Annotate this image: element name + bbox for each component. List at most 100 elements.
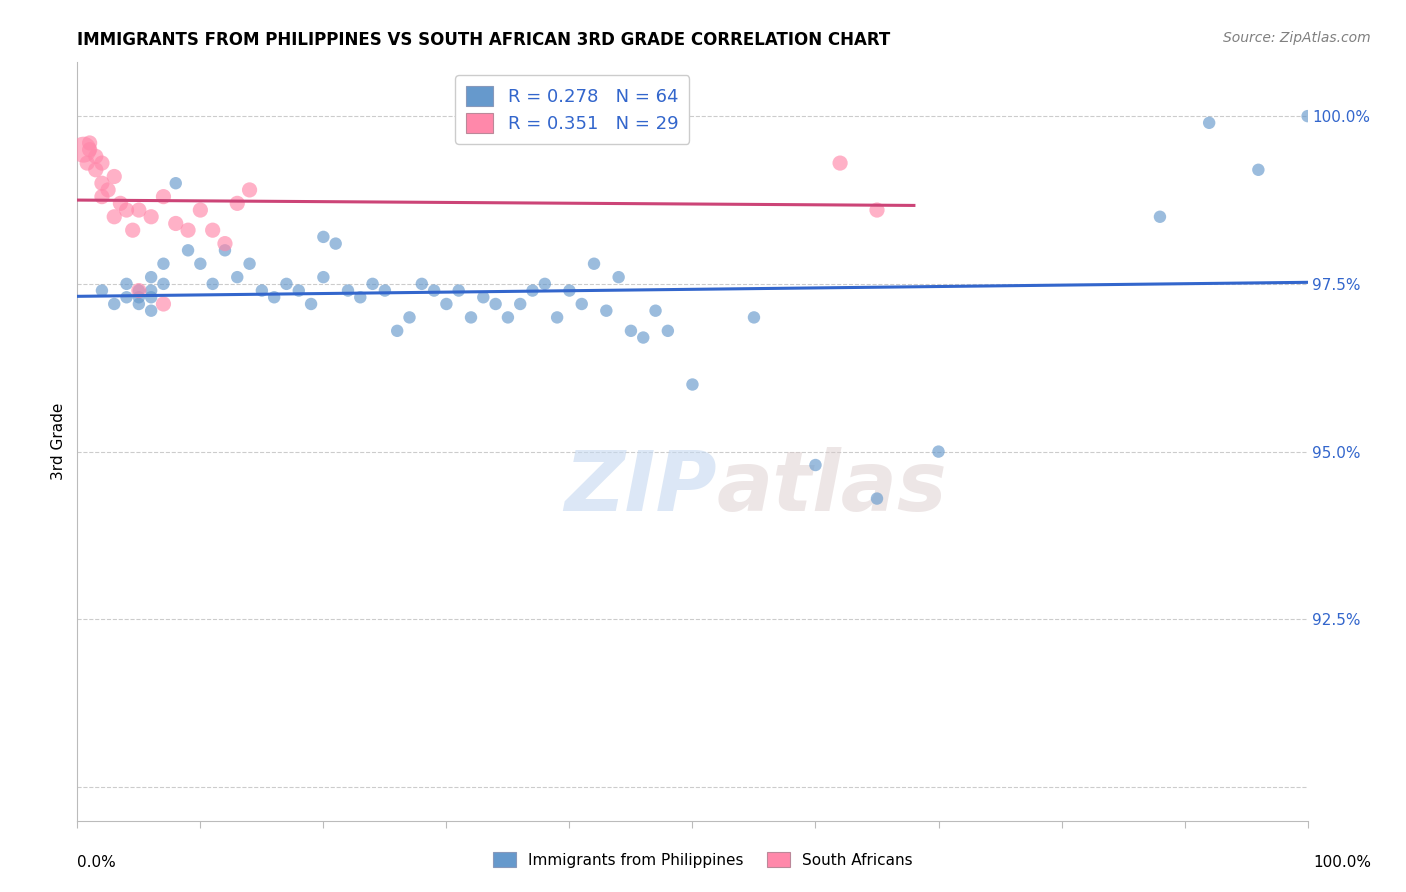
Point [90, 284, 114, 298]
Point [1247, 162, 1270, 177]
Point [571, 297, 593, 311]
Text: Source: ZipAtlas.com: Source: ZipAtlas.com [1223, 31, 1371, 45]
Point [84, 149, 107, 163]
Point [188, 202, 212, 217]
Point [177, 244, 200, 258]
Point [103, 210, 125, 224]
Point [97, 183, 120, 197]
Point [288, 284, 311, 298]
Point [141, 290, 163, 304]
Point [436, 297, 458, 311]
Legend: Immigrants from Philippines, South Africans: Immigrants from Philippines, South Afric… [488, 846, 918, 873]
Point [263, 290, 285, 304]
Point [226, 270, 249, 285]
Point [682, 377, 704, 392]
Point [79, 143, 101, 157]
Point [546, 310, 568, 325]
Text: atlas: atlas [717, 447, 948, 527]
Point [152, 189, 174, 203]
Point [866, 491, 889, 506]
Point [633, 330, 655, 344]
Point [460, 310, 482, 325]
Point [485, 297, 508, 311]
Point [337, 284, 360, 298]
Point [830, 156, 852, 170]
Point [141, 303, 163, 318]
Point [595, 303, 617, 318]
Point [620, 324, 643, 338]
Point [522, 284, 544, 298]
Point [349, 290, 371, 304]
Text: IMMIGRANTS FROM PHILIPPINES VS SOUTH AFRICAN 3RD GRADE CORRELATION CHART: IMMIGRANTS FROM PHILIPPINES VS SOUTH AFR… [77, 31, 890, 49]
Point [644, 303, 666, 318]
Point [804, 458, 827, 472]
Point [110, 196, 132, 211]
Point [447, 284, 470, 298]
Point [239, 257, 262, 271]
Point [141, 270, 163, 285]
Y-axis label: 3rd Grade: 3rd Grade [51, 403, 66, 480]
Point [496, 310, 519, 325]
Point [214, 244, 236, 258]
Point [76, 156, 98, 170]
Point [657, 324, 679, 338]
Point [276, 277, 298, 291]
Text: ZIP: ZIP [564, 447, 717, 527]
Point [1149, 210, 1171, 224]
Point [239, 183, 262, 197]
Point [866, 202, 889, 217]
Point [1198, 116, 1220, 130]
Point [398, 310, 420, 325]
Point [607, 270, 630, 285]
Point [128, 297, 150, 311]
Point [312, 270, 335, 285]
Point [128, 290, 150, 304]
Point [115, 290, 138, 304]
Point [226, 196, 249, 211]
Point [299, 297, 322, 311]
Point [103, 297, 125, 311]
Point [115, 277, 138, 291]
Point [103, 169, 125, 184]
Point [509, 297, 531, 311]
Point [128, 284, 150, 298]
Point [928, 444, 950, 458]
Point [385, 324, 409, 338]
Point [152, 297, 174, 311]
Point [177, 223, 200, 237]
Point [128, 284, 150, 298]
Legend: R = 0.278   N = 64, R = 0.351   N = 29: R = 0.278 N = 64, R = 0.351 N = 29 [456, 75, 689, 144]
Point [472, 290, 495, 304]
Point [115, 202, 138, 217]
Point [121, 223, 143, 237]
Point [583, 257, 606, 271]
Point [128, 202, 150, 217]
Point [361, 277, 384, 291]
Point [188, 257, 212, 271]
Point [742, 310, 765, 325]
Point [558, 284, 581, 298]
Point [411, 277, 433, 291]
Point [250, 284, 273, 298]
Point [90, 189, 114, 203]
Point [325, 236, 347, 251]
Point [90, 156, 114, 170]
Point [141, 284, 163, 298]
Point [152, 277, 174, 291]
Point [423, 284, 446, 298]
Point [141, 210, 163, 224]
Point [165, 217, 187, 231]
Point [534, 277, 557, 291]
Point [79, 136, 101, 150]
Point [214, 236, 236, 251]
Text: 0.0%: 0.0% [77, 855, 117, 870]
Point [72, 143, 94, 157]
Point [201, 277, 224, 291]
Point [165, 176, 187, 190]
Point [90, 176, 114, 190]
Text: 100.0%: 100.0% [1313, 855, 1371, 870]
Point [201, 223, 224, 237]
Point [152, 257, 174, 271]
Point [312, 230, 335, 244]
Point [84, 162, 107, 177]
